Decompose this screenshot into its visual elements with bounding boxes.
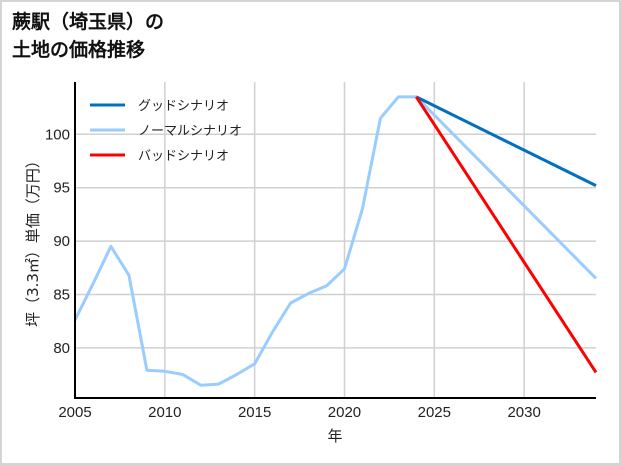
- y-tick-label: 80: [53, 340, 70, 357]
- data-series: [73, 95, 598, 387]
- legend-label: バッドシナリオ: [138, 149, 229, 164]
- x-tick-label: 2015: [238, 404, 271, 421]
- x-tick-label: 2020: [328, 404, 361, 421]
- series-line: [415, 95, 597, 187]
- y-tick-label: 85: [53, 286, 70, 303]
- series-line: [73, 95, 598, 387]
- title-line-2: 土地の価格推移: [12, 39, 146, 61]
- tick-labels: 2005 2010 2015 2020 2025 2030 80 85 90 95 100: [45, 126, 541, 421]
- y-axis-label: 坪（3.3㎡）単価（万円）: [24, 153, 42, 327]
- y-tick-label: 95: [53, 180, 70, 197]
- x-tick-label: 2010: [148, 404, 181, 421]
- title-line-1: 蕨駅（埼玉県）の: [12, 11, 165, 33]
- y-tick-label: 90: [53, 233, 70, 250]
- x-tick-label: 2030: [507, 404, 540, 421]
- series-line: [415, 96, 598, 374]
- y-tick-label: 100: [45, 126, 70, 143]
- grid-lines: [75, 82, 596, 398]
- x-tick-label: 2005: [58, 404, 91, 421]
- legend-label: グッドシナリオ: [138, 99, 229, 114]
- chart-title: 蕨駅（埼玉県）の 土地の価格推移: [12, 8, 164, 64]
- x-axis-label: 年: [327, 427, 342, 445]
- x-tick-label: 2025: [418, 404, 451, 421]
- axes: [74, 82, 596, 399]
- legend-label: ノーマルシナリオ: [138, 124, 242, 139]
